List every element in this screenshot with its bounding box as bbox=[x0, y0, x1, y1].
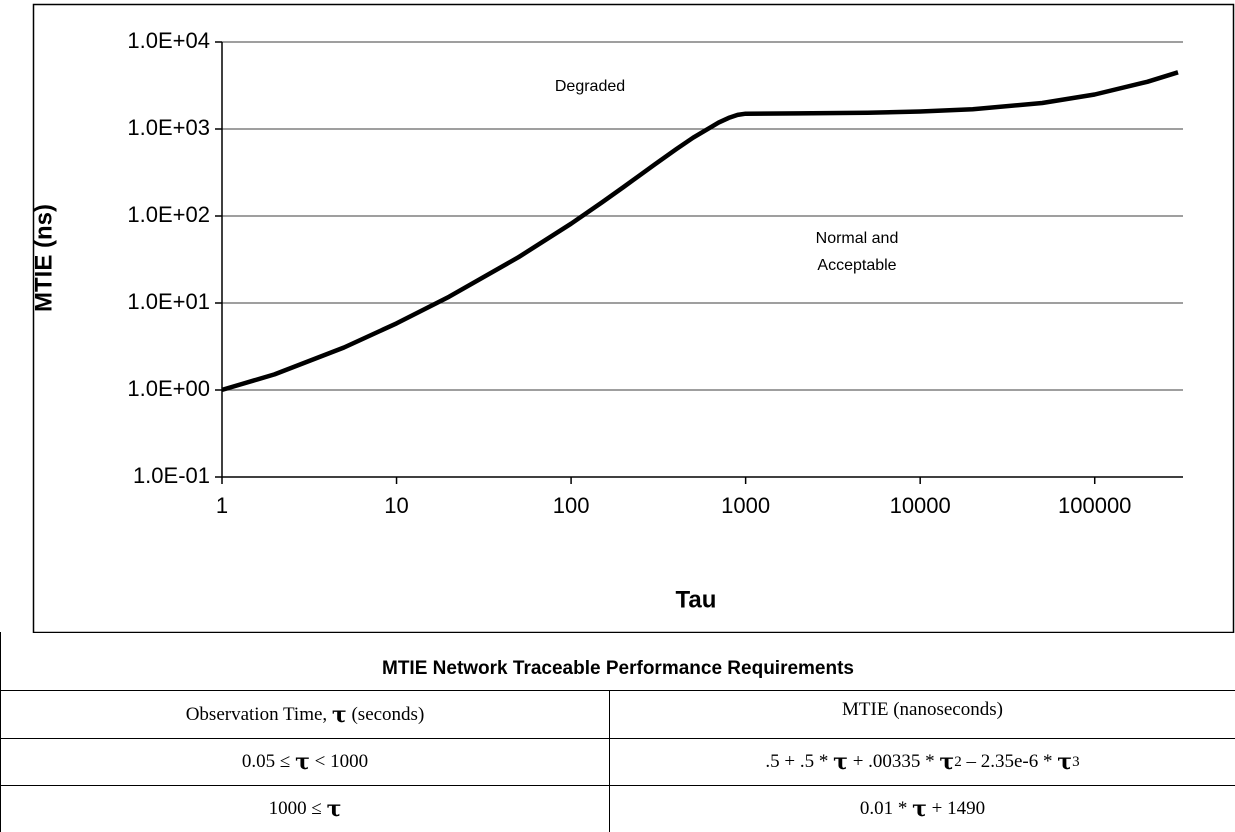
cell-text: τ bbox=[295, 749, 310, 775]
x-tick-label: 1 bbox=[216, 493, 228, 518]
requirements-table: MTIE Network Traceable Performance Requi… bbox=[0, 632, 1235, 832]
cell-text: τ bbox=[331, 701, 347, 728]
table-cell: 0.01 * τ + 1490 bbox=[609, 785, 1235, 832]
cell-text: τ bbox=[1057, 749, 1073, 775]
x-tick-label: 10 bbox=[384, 493, 408, 518]
table-cell: 1000 ≤ τ bbox=[0, 785, 609, 832]
cell-text: 1000 ≤ bbox=[268, 798, 327, 819]
x-axis-label: Tau bbox=[676, 586, 717, 613]
chart: Tau MTIE (ns) 1.0E-01 1.0E+00 1.0E+01 1.0E+… bbox=[30, 3, 1235, 633]
annotation: Normal and bbox=[816, 230, 899, 247]
x-tick-label: 100 bbox=[553, 493, 590, 518]
y-tick-label: 1.0E+03 bbox=[127, 115, 210, 140]
cell-text: .5 + .5 * bbox=[765, 751, 834, 772]
cell-text: 0.05 ≤ bbox=[241, 751, 296, 772]
cell-text: 2 bbox=[954, 753, 962, 770]
x-tick-label: 1000 bbox=[721, 493, 770, 518]
annotation: Acceptable bbox=[817, 257, 896, 274]
table-cell: Observation Time, τ (seconds) bbox=[0, 690, 609, 738]
y-tick-label: 1.0E+04 bbox=[127, 28, 210, 53]
table-cell: MTIE (nanoseconds) bbox=[609, 690, 1235, 738]
cell-text: + 1490 bbox=[926, 798, 986, 819]
cell-text: τ bbox=[912, 796, 927, 822]
annotation: Degraded bbox=[555, 78, 625, 95]
cell-text: τ bbox=[326, 796, 342, 822]
cell-text: 0.01 * bbox=[859, 798, 913, 819]
cell-text: + .00335 * bbox=[847, 751, 940, 772]
cell-text: Observation Time, bbox=[185, 703, 332, 725]
y-tick-label: 1.0E+00 bbox=[127, 376, 210, 401]
x-tick-label: 100000 bbox=[1058, 493, 1131, 518]
cell-text: τ bbox=[939, 749, 955, 775]
y-tick-label: 1.0E+01 bbox=[127, 289, 210, 314]
cell-text: 3 bbox=[1072, 753, 1080, 770]
table-title: MTIE Network Traceable Performance Requi… bbox=[0, 632, 1235, 690]
x-tick-label: 10000 bbox=[890, 493, 951, 518]
y-tick-label: 1.0E+02 bbox=[127, 202, 210, 227]
cell-text: < 1000 bbox=[309, 751, 369, 772]
table-cell: 0.05 ≤ τ < 1000 bbox=[0, 738, 609, 785]
cell-text: τ bbox=[833, 749, 848, 775]
cell-text: (seconds) bbox=[346, 703, 425, 725]
chart-frame bbox=[32, 3, 1235, 633]
y-tick-label: 1.0E-01 bbox=[133, 463, 210, 488]
cell-text: – 2.35e-6 * bbox=[961, 751, 1058, 772]
data-line bbox=[221, 70, 1179, 393]
y-axis-label: MTIE (ns) bbox=[30, 204, 57, 312]
cell-text: MTIE (nanoseconds) bbox=[842, 699, 1003, 720]
